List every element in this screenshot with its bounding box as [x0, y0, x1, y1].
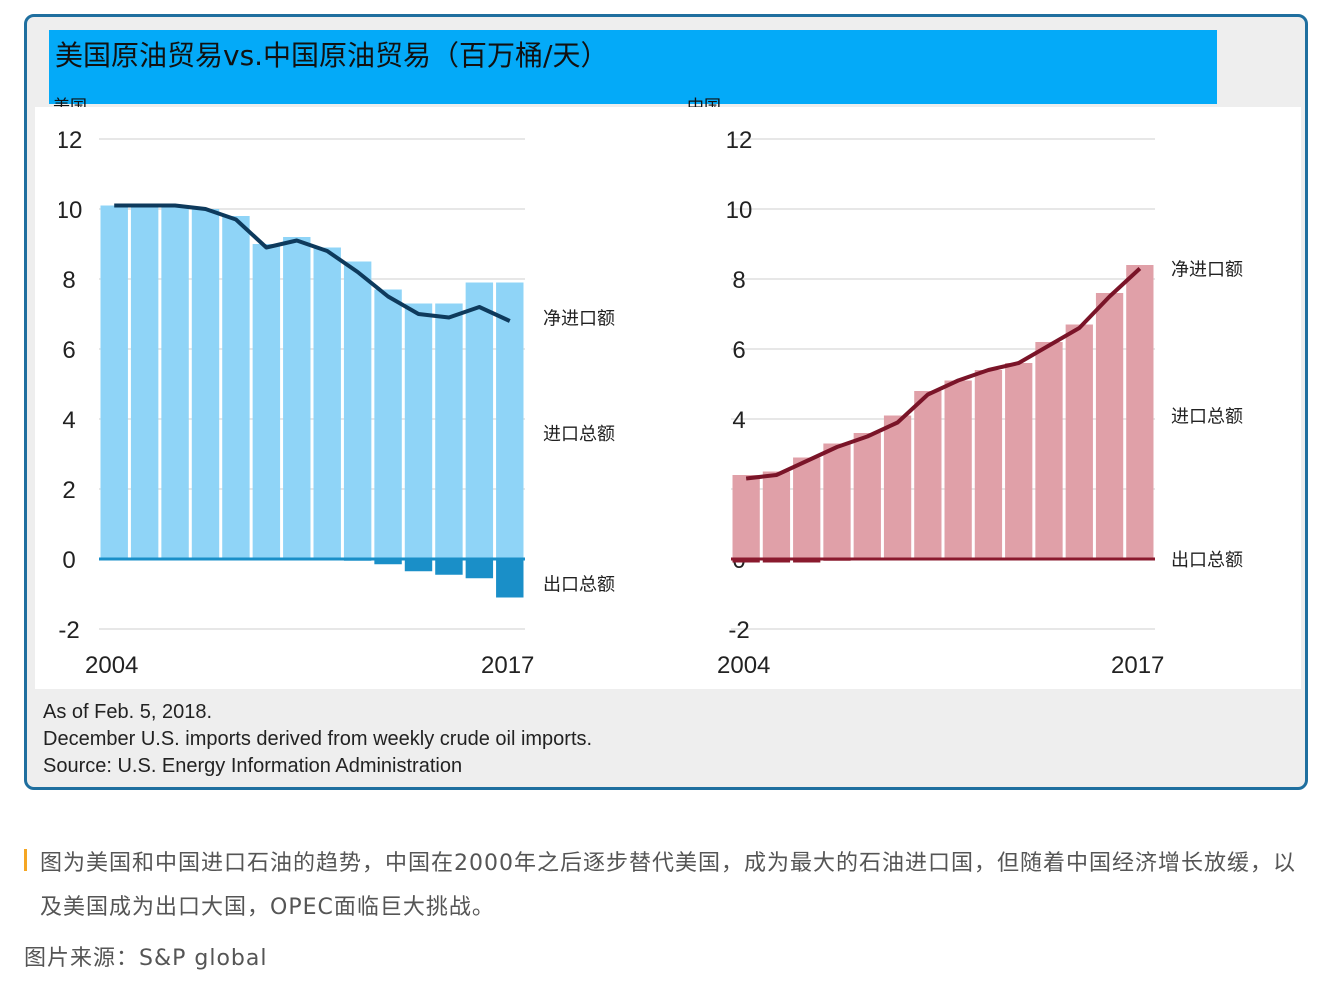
import-bar: [1126, 265, 1154, 559]
chart-frame: 美国原油贸易vs.中国原油贸易（百万桶/天） 美国 中国 12 10 8 6 4 2 0 -2…: [24, 14, 1308, 790]
caption-text: 图为美国和中国进口石油的趋势，中国在2000年之后逐步替代美国，成为最大的石油进…: [40, 851, 1296, 920]
export-bar: [732, 559, 760, 563]
y-tick-label: 8: [62, 267, 75, 294]
plot-area: 121086420-220042017净进口额进口总额出口总额121086420…: [35, 107, 1301, 689]
export-bar: [496, 559, 524, 598]
net-import-line: [114, 203, 511, 323]
import-bar: [1005, 363, 1033, 559]
import-bar: [313, 247, 341, 559]
y-tick-label: 12: [59, 127, 82, 154]
y-tick-label: -2: [59, 617, 80, 644]
y-tick-label: 4: [732, 407, 745, 434]
x-tick-label: 2004: [717, 652, 770, 679]
import-bar: [374, 289, 402, 559]
caption-accent-bar: [24, 849, 27, 871]
y-tick-label: 4: [62, 407, 75, 434]
import-bar: [191, 209, 220, 559]
export-total-label: 出口总额: [543, 575, 615, 596]
import-bar: [1035, 342, 1063, 559]
net-import-label: 净进口额: [543, 309, 615, 330]
import-bar: [435, 303, 463, 559]
export-bar: [762, 559, 791, 563]
export-bar: [374, 559, 402, 565]
import-bar: [1065, 324, 1093, 559]
net-import-label: 净进口额: [1171, 260, 1243, 281]
note-as-of: As of Feb. 5, 2018.: [43, 701, 212, 723]
import-bar: [130, 205, 159, 559]
import-bar: [823, 443, 851, 559]
y-tick-label: 10: [726, 197, 753, 224]
import-bar: [100, 205, 128, 559]
import-bar: [343, 261, 372, 559]
import-total-label: 进口总额: [543, 424, 615, 445]
import-bar: [732, 475, 760, 559]
net-import-line: [745, 267, 1142, 481]
x-tick-label: 2017: [1111, 652, 1164, 679]
x-tick-label: 2017: [481, 652, 534, 679]
import-bar: [252, 244, 281, 559]
import-bar: [793, 457, 821, 559]
import-bar: [944, 380, 972, 559]
import-bar: [222, 216, 250, 559]
import-bar: [853, 433, 881, 559]
import-bar: [404, 303, 433, 559]
image-source: 图片来源：S&P global: [24, 946, 268, 971]
import-total-label: 进口总额: [1171, 407, 1243, 428]
import-bar: [914, 391, 942, 559]
import-bar: [1095, 293, 1124, 559]
y-tick-label: 12: [726, 127, 753, 154]
caption: 图为美国和中国进口石油的趋势，中国在2000年之后逐步替代美国，成为最大的石油进…: [24, 842, 1314, 930]
y-tick-label: 6: [732, 337, 745, 364]
y-tick-label: 0: [62, 547, 75, 574]
x-tick-label: 2004: [85, 652, 138, 679]
y-tick-label: 6: [62, 337, 75, 364]
import-bar: [762, 471, 791, 559]
note-source: Source: U.S. Energy Information Administ…: [43, 755, 463, 777]
y-tick-label: 8: [732, 267, 745, 294]
y-tick-label: -2: [728, 617, 749, 644]
import-bar: [883, 415, 912, 559]
import-bar: [283, 237, 311, 559]
chart-main-title: 美国原油贸易vs.中国原油贸易（百万桶/天）: [55, 39, 609, 72]
charts-svg: 121086420-220042017净进口额进口总额出口总额121086420…: [59, 127, 1243, 679]
export-bar: [793, 559, 821, 563]
export-bar: [435, 559, 463, 575]
y-tick-label: 2: [62, 477, 75, 504]
note-december: December U.S. imports derived from weekl…: [43, 728, 593, 750]
import-bar: [974, 370, 1003, 559]
import-bar: [496, 282, 524, 559]
title-bar: 美国原油贸易vs.中国原油贸易（百万桶/天） 美国 中国: [49, 30, 1217, 117]
export-total-label: 出口总额: [1171, 550, 1243, 571]
import-bar: [465, 282, 494, 559]
export-bar: [404, 559, 433, 572]
import-bar: [161, 205, 189, 559]
y-tick-label: 10: [59, 197, 82, 224]
export-bar: [465, 559, 494, 579]
